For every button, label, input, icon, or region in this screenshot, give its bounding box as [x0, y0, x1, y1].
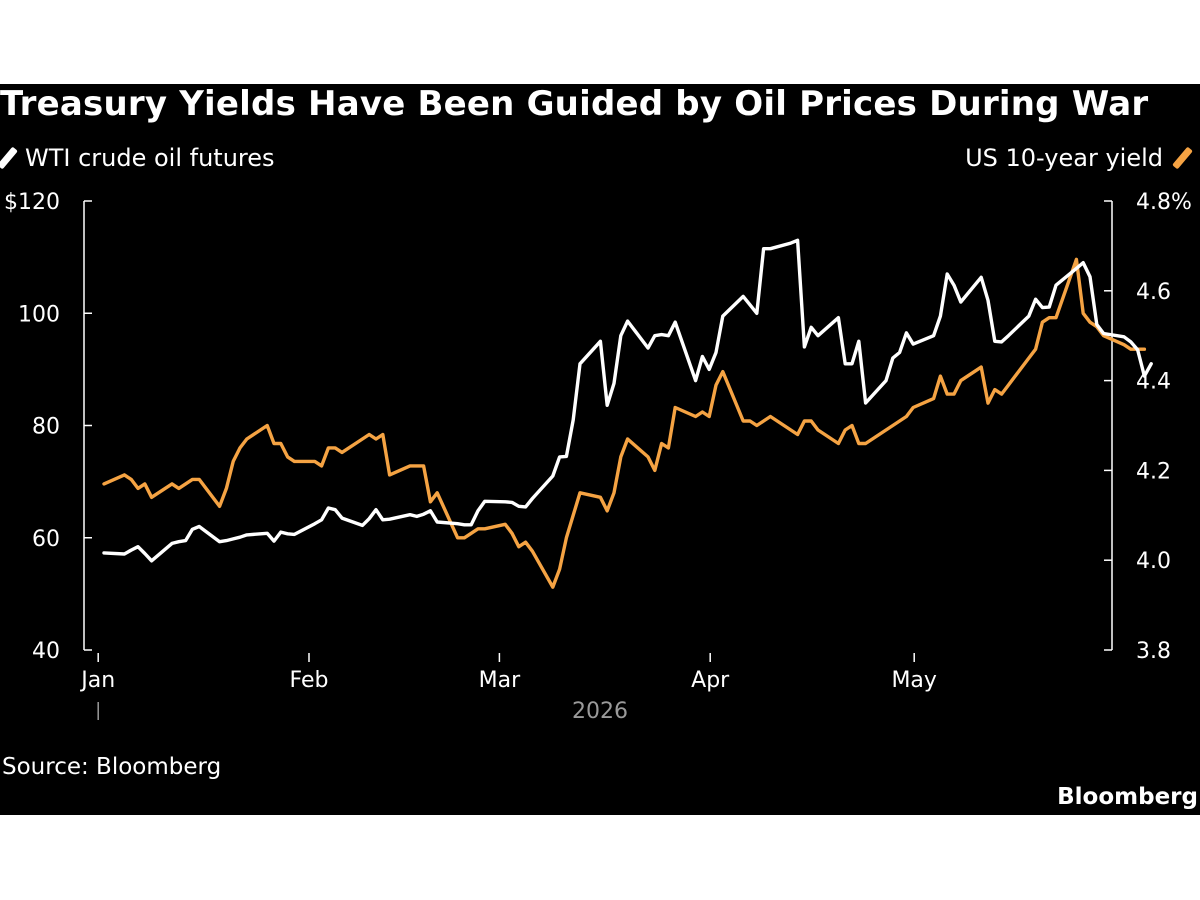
- left-axis-label: 40: [32, 639, 60, 664]
- chart-title: Treasury Yields Have Been Guided by Oil …: [0, 84, 1149, 124]
- legend-oil-label: WTI crude oil futures: [25, 144, 275, 172]
- left-axis-label: 60: [32, 527, 60, 552]
- x-axis-label: Feb: [290, 668, 329, 693]
- brand-logo: Bloomberg: [1057, 784, 1198, 810]
- x-axis-label: May: [891, 668, 936, 693]
- right-axis-label: 4.2: [1136, 459, 1171, 484]
- x-axis-year-label: 2026: [572, 699, 628, 724]
- right-axis-label: 3.8: [1136, 639, 1171, 664]
- right-axis-label: 4.6: [1136, 280, 1171, 305]
- right-axis-label: 4.8%: [1136, 190, 1192, 215]
- right-axis-label: 4.4: [1136, 370, 1171, 395]
- left-axis-label: $120: [4, 190, 60, 215]
- x-axis-label: Jan: [79, 668, 115, 693]
- series-line-oil: [102, 238, 1153, 563]
- legend-oil: WTI crude oil futures: [0, 144, 275, 172]
- chart-card: Treasury Yields Have Been Guided by Oil …: [0, 84, 1200, 815]
- x-axis-label: Apr: [691, 668, 730, 693]
- left-axis-label: 100: [18, 302, 60, 327]
- series-line-yield: [102, 257, 1147, 589]
- left-axis-label: 80: [32, 415, 60, 440]
- source-note: Source: Bloomberg: [2, 754, 222, 780]
- x-axis-label: Mar: [479, 668, 521, 693]
- legend-yield: US 10-year yield: [965, 144, 1193, 172]
- legend-yield-label: US 10-year yield: [965, 144, 1163, 172]
- right-axis-label: 4.0: [1136, 549, 1171, 574]
- line-chart: $120 100 80 60 40 4.8% 4.6 4.4 4.2 4.0 3.8 Jan Feb Ma…: [4, 190, 1192, 724]
